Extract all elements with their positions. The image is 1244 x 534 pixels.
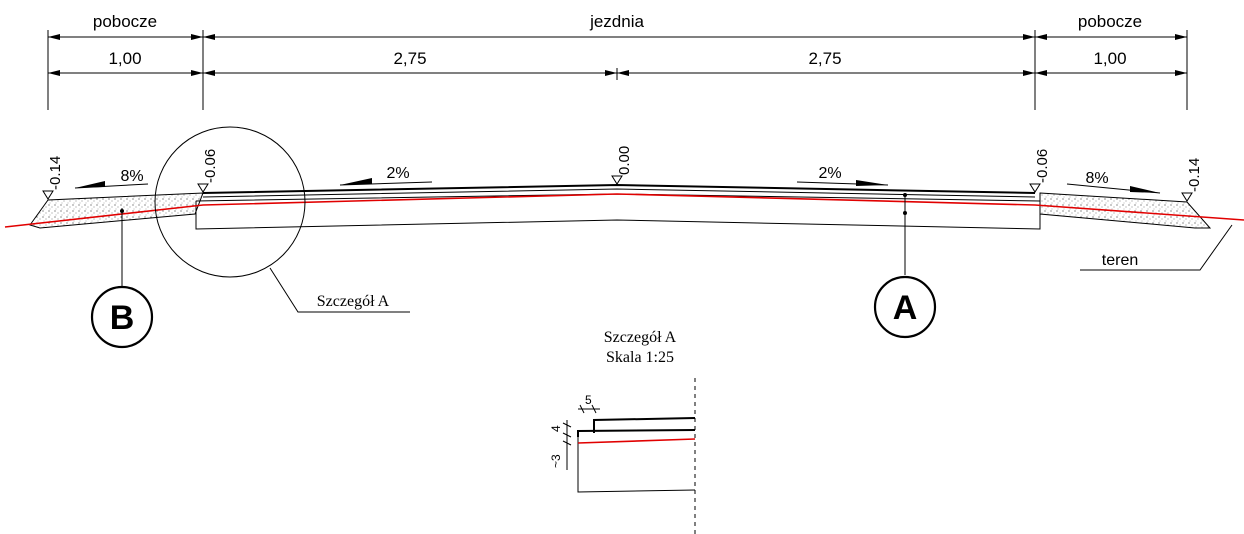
- level-markers: [42, 175, 1193, 202]
- level-right-road-edge: -0.06: [1034, 149, 1051, 183]
- slope-right-lane: 2%: [818, 165, 841, 182]
- terrain-label: teren: [1102, 252, 1138, 269]
- detail-a-circle: [154, 126, 306, 278]
- marker-b-label: B: [110, 299, 135, 337]
- marker-a-label: A: [893, 289, 918, 327]
- marker-a-circle: [873, 275, 937, 339]
- level-right-edge: -0.14: [1186, 158, 1203, 192]
- detail-a-leader: [269, 267, 410, 313]
- marker-b-circle: [90, 285, 154, 349]
- dim-label-left-shoulder-name: pobocze: [93, 12, 157, 31]
- detail-dim-5: 5: [585, 393, 592, 407]
- level-left-road-edge: -0.06: [202, 149, 219, 183]
- detail-a-callout: Szczegół A: [317, 293, 390, 310]
- detail-dim-4: 4: [549, 425, 563, 432]
- level-left-edge: -0.14: [47, 156, 64, 190]
- left-shoulder-fill: [29, 192, 204, 229]
- dim-right-shoulder-width: 1,00: [1093, 49, 1126, 68]
- slope-arrows: [74, 178, 1161, 194]
- detail-title: Szczegół A: [604, 329, 677, 346]
- dimension-lines: [47, 30, 1188, 110]
- slope-right-shoulder: 8%: [1085, 170, 1108, 187]
- dim-label-roadway-name: jezdnia: [589, 12, 644, 31]
- subgrade-line: [4, 193, 1244, 228]
- detail-scale: Skala 1:25: [606, 349, 674, 366]
- dim-label-right-shoulder-name: pobocze: [1078, 12, 1142, 31]
- dim-left-lane-width: 2,75: [393, 49, 426, 68]
- terrain-leader: [1080, 224, 1233, 271]
- dim-left-shoulder-width: 1,00: [108, 49, 141, 68]
- dim-right-lane-width: 2,75: [808, 49, 841, 68]
- slope-left-shoulder: 8%: [120, 168, 143, 185]
- level-axis: 0.00: [616, 146, 633, 175]
- right-shoulder-fill: [1039, 192, 1212, 229]
- road-structure: [4, 183, 1244, 275]
- detail-dim-3: ~3: [549, 454, 563, 468]
- slope-left-lane: 2%: [386, 165, 409, 182]
- detail-a-drawing: [562, 378, 696, 534]
